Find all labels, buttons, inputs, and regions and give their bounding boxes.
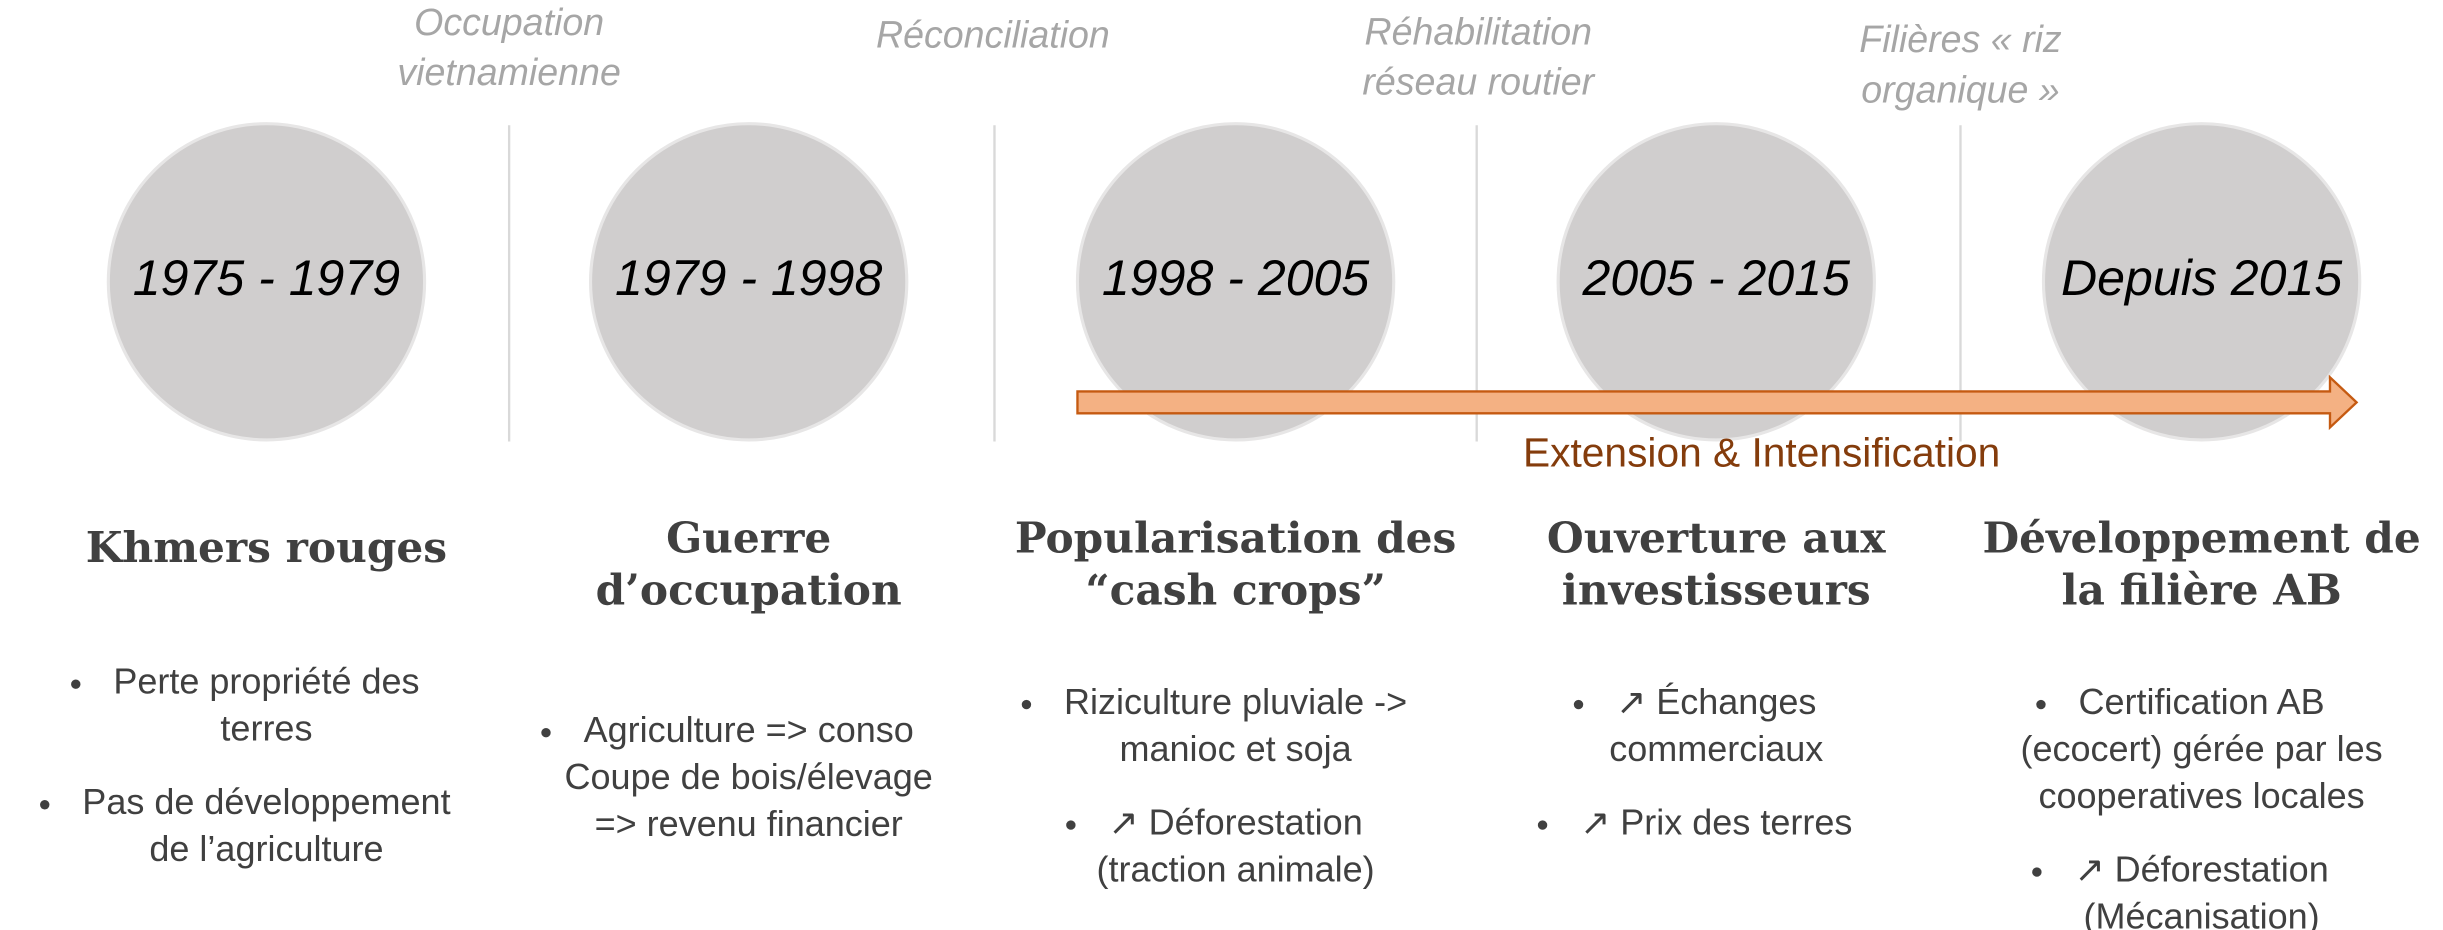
transition-label: Occupation xyxy=(414,1,604,43)
period-years: 1979 - 1998 xyxy=(615,250,883,306)
bullet-text: Riziculture pluviale -> xyxy=(1064,681,1407,722)
period-title: Khmers rouges xyxy=(86,522,447,572)
bullet-text: (Mécanisation) xyxy=(2084,896,2320,930)
dividers xyxy=(507,125,1962,442)
bullet-dot xyxy=(2036,699,2046,710)
bullet-dot xyxy=(1021,699,1032,710)
period-title: Développement de xyxy=(1982,513,2420,563)
bullet-dot xyxy=(1537,820,1548,830)
period-title: Guerre xyxy=(666,513,831,563)
arrow-label: Extension & Intensification xyxy=(1523,429,2000,475)
period-circle xyxy=(1075,122,1396,442)
period-circle xyxy=(588,122,909,442)
transition-label: réseau routier xyxy=(1362,60,1595,102)
period-title: la filière AB xyxy=(2061,564,2341,614)
period-circle xyxy=(1556,122,1876,442)
period-years: 1998 - 2005 xyxy=(1102,250,1370,306)
period-title: investisseurs xyxy=(1562,564,1871,614)
period-years: Depuis 2015 xyxy=(2061,250,2342,306)
transition-label: organique » xyxy=(1861,68,2059,110)
bullet-text: ↗ Déforestation xyxy=(1108,802,1362,843)
bullet-dot xyxy=(71,679,81,689)
period-years: 1975 - 1979 xyxy=(133,250,400,306)
period-title: “cash crops” xyxy=(1085,564,1386,614)
transition-label: Filières « riz xyxy=(1859,18,2062,60)
bullet-text: de l’agriculture xyxy=(149,828,383,869)
arrow xyxy=(1076,374,2359,431)
bullet-dot xyxy=(2032,867,2042,877)
bullet-text: (ecocert) gérée par les xyxy=(2021,728,2383,769)
bullet-text: Certification AB xyxy=(2079,681,2325,722)
bullet-text: Pas de développement xyxy=(82,781,450,822)
bullet-text: (traction animale) xyxy=(1097,849,1375,890)
bullet-text: cooperatives locales xyxy=(2039,775,2365,816)
period-circle xyxy=(2041,122,2362,442)
period-circle xyxy=(106,122,427,442)
period-title: Popularisation des xyxy=(1015,513,1457,563)
bullet-text: Perte propriété des xyxy=(113,661,419,702)
bullet-text: ↗ Déforestation xyxy=(2074,849,2328,890)
bullet-dot xyxy=(40,800,50,810)
bullet-text: ↗ Échanges xyxy=(1616,681,1816,722)
bullet-text: commerciaux xyxy=(1609,728,1823,769)
bullet-dot xyxy=(1573,699,1584,710)
transition-label: Réconciliation xyxy=(876,13,1110,55)
bullet-text: Coupe de bois/élevage xyxy=(565,756,933,797)
bullet-dot xyxy=(1066,820,1076,830)
bullet-text: manioc et soja xyxy=(1120,728,1353,769)
bullet-text: terres xyxy=(220,708,312,749)
transition-label: vietnamienne xyxy=(397,51,620,93)
period-years: 2005 - 2015 xyxy=(1582,250,1851,306)
bullet-text: => revenu financier xyxy=(595,803,903,844)
period-title: Ouverture aux xyxy=(1547,513,1887,563)
circles xyxy=(106,122,2362,442)
bullet-dot xyxy=(541,728,551,738)
transition-label: Réhabilitation xyxy=(1364,10,1592,52)
bullet-text: ↗ Prix des terres xyxy=(1580,802,1852,843)
period-title: d’occupation xyxy=(596,564,902,614)
bullet-text: Agriculture => conso xyxy=(584,709,914,750)
